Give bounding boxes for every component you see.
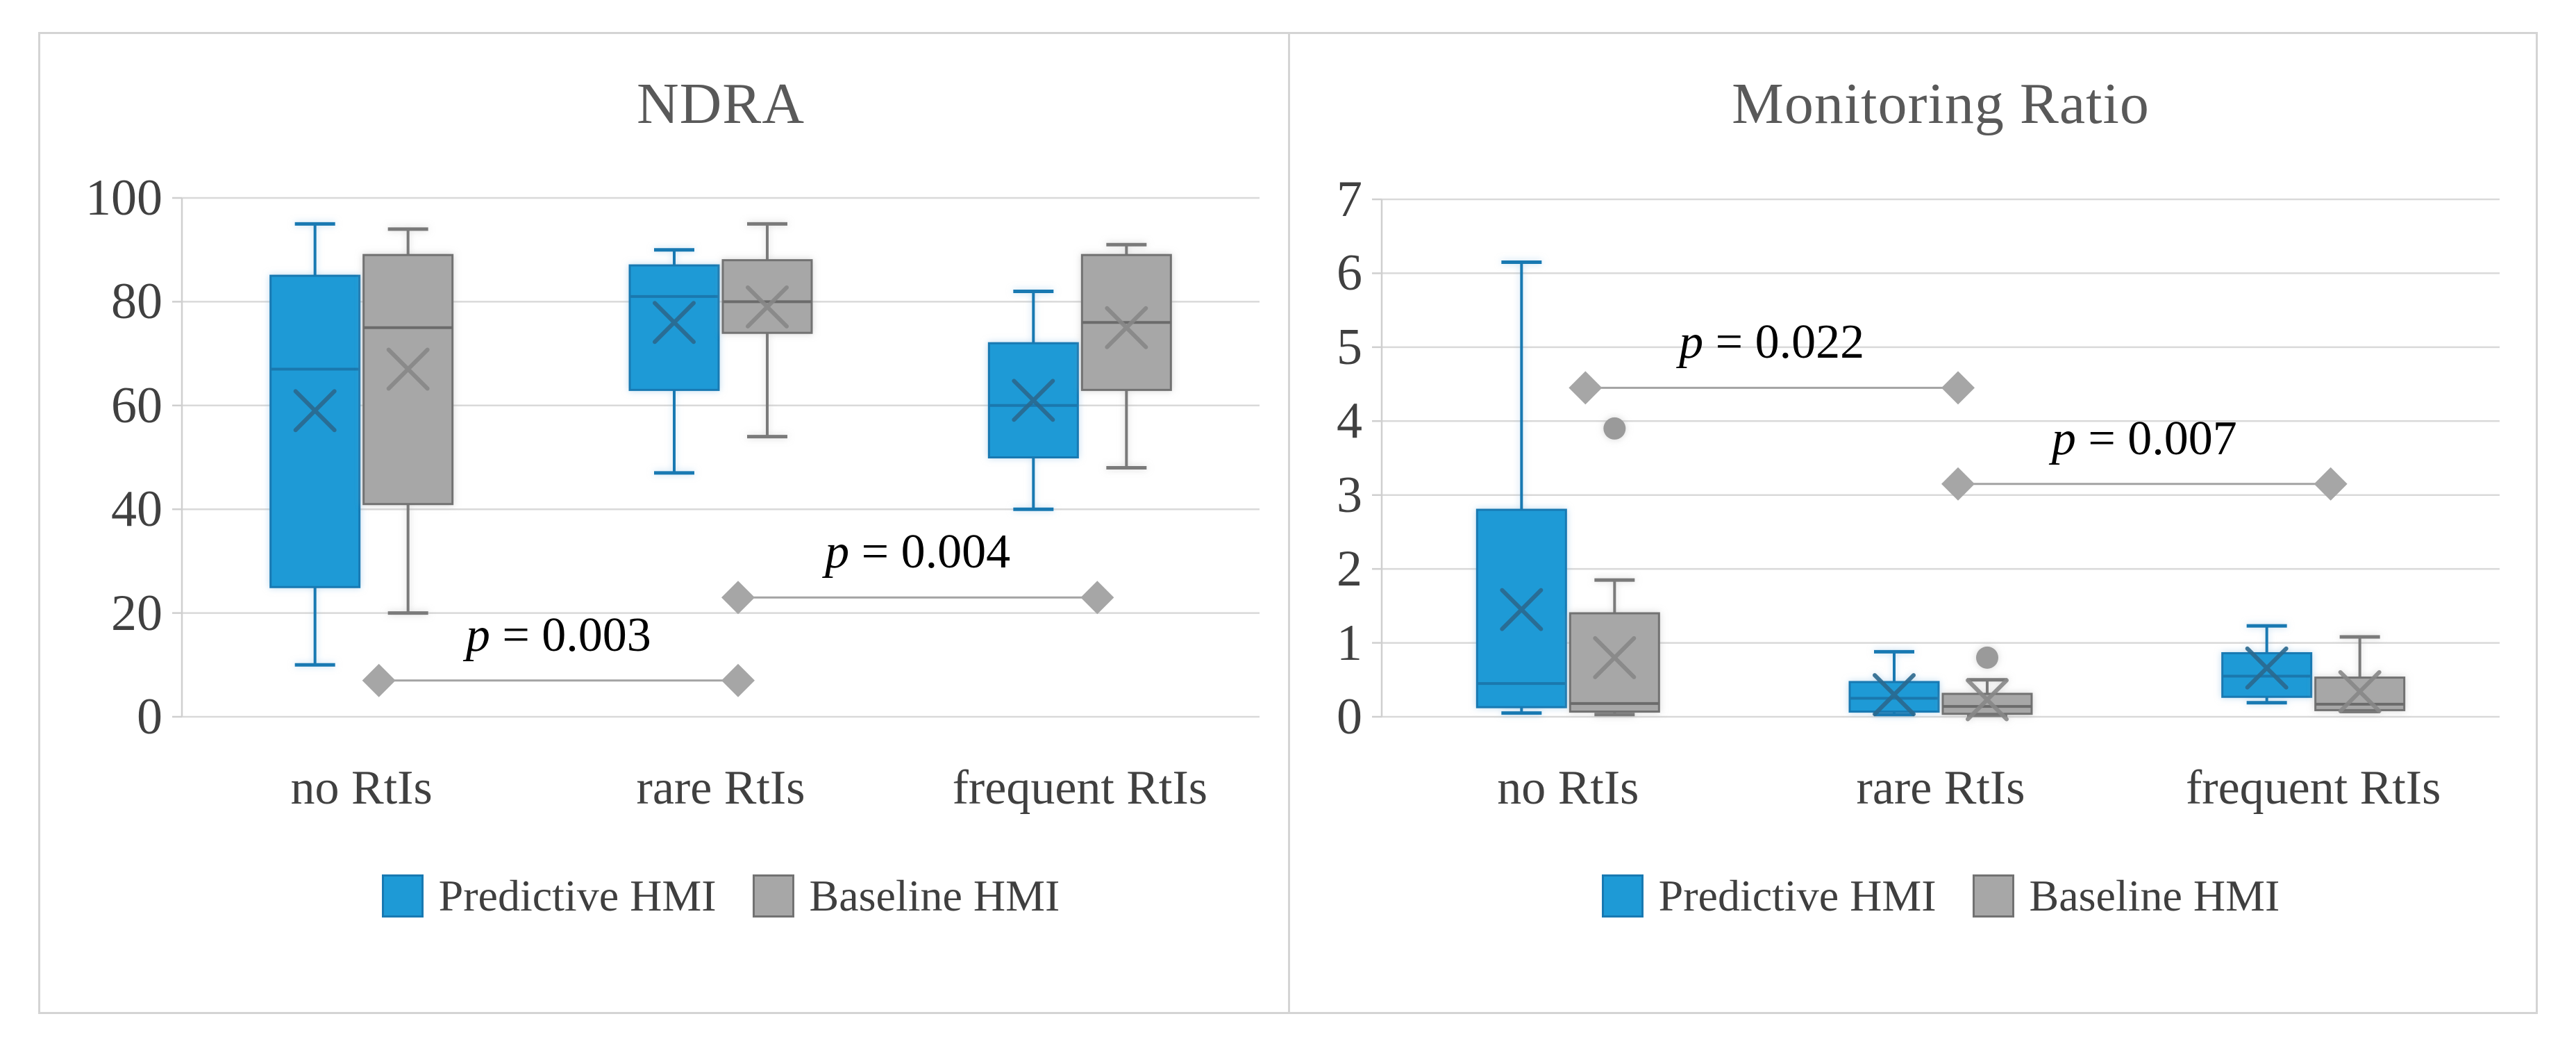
legend-swatch-predictive-hmi <box>1601 874 1644 918</box>
significance-p-label: p = 0.003 <box>465 608 651 662</box>
chart-title-ndra: NDRA <box>636 72 805 136</box>
p-symbol: p <box>465 608 490 662</box>
legend-label-baseline-hmi: Baseline HMI <box>809 871 1060 920</box>
y-tick-label: 20 <box>111 584 162 642</box>
x-category-label: rare RtIs <box>1856 761 2025 815</box>
y-tick-label: 7 <box>1337 171 1362 228</box>
y-tick-label: 6 <box>1337 244 1362 302</box>
y-tick-label: 3 <box>1337 466 1362 524</box>
y-tick-label: 4 <box>1337 392 1362 450</box>
legend-label-baseline-hmi: Baseline HMI <box>2029 871 2280 920</box>
y-tick-label: 0 <box>1337 688 1362 745</box>
y-tick-label: 1 <box>1337 614 1362 672</box>
x-category-label: frequent RtIs <box>952 761 1208 815</box>
p-symbol: p <box>2051 411 2076 465</box>
y-tick-label: 5 <box>1337 318 1362 376</box>
legend-label-predictive-hmi: Predictive HMI <box>438 871 717 920</box>
x-category-label: no RtIs <box>290 761 433 815</box>
y-tick-label: 100 <box>85 169 162 226</box>
y-tick-label: 0 <box>137 688 162 745</box>
significance-p-label: p = 0.004 <box>825 525 1011 579</box>
legend-swatch-baseline-hmi <box>752 874 794 918</box>
y-tick-label: 80 <box>111 273 162 331</box>
y-tick-label: 60 <box>111 376 162 434</box>
legend-swatch-predictive-hmi <box>381 874 424 918</box>
legend-swatch-baseline-hmi <box>1972 874 2014 918</box>
panel-divider <box>1288 32 1290 1014</box>
significance-p-label: p = 0.007 <box>2051 411 2237 465</box>
legend-ndra: Predictive HMI Baseline HMI <box>182 867 1260 925</box>
y-tick-label: 40 <box>111 481 162 538</box>
legend-label-predictive-hmi: Predictive HMI <box>1658 871 1937 920</box>
p-symbol: p <box>825 525 850 579</box>
p-symbol: p <box>1679 315 1704 370</box>
x-category-label: rare RtIs <box>636 761 805 815</box>
legend-monitoring-ratio: Predictive HMI Baseline HMI <box>1382 867 2500 925</box>
chart-title-monitoring-ratio: Monitoring Ratio <box>1732 72 2150 136</box>
x-category-label: frequent RtIs <box>2185 761 2441 815</box>
y-tick-label: 2 <box>1337 540 1362 598</box>
significance-p-label: p = 0.022 <box>1679 315 1865 370</box>
x-category-label: no RtIs <box>1497 761 1639 815</box>
